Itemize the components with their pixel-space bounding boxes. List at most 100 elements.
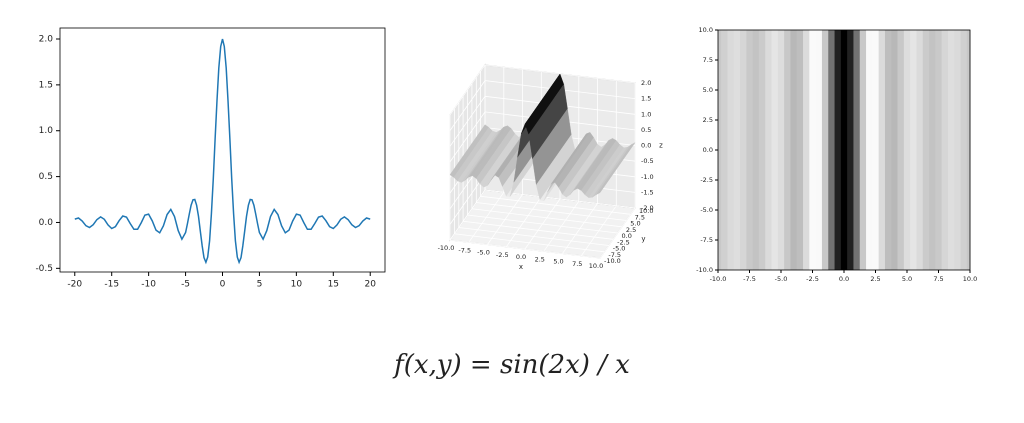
z-tick-label: 1.5 [641, 95, 651, 103]
y-tick-label: 10.0 [639, 207, 653, 215]
z-tick-label: 0.0 [641, 142, 651, 150]
grid-line [449, 111, 636, 163]
grid-line [449, 80, 636, 131]
y-tick-label: 0.0 [622, 232, 632, 240]
z-axis-label: z [659, 142, 663, 150]
x-tick-label: 10.0 [963, 275, 977, 283]
y-tick-label: -5.0 [700, 206, 713, 214]
heatmap-column [777, 30, 785, 270]
heatmap-column [784, 30, 791, 270]
heatmap-column [878, 30, 886, 270]
heatmap-column [752, 30, 760, 270]
y-tick-label: 7.5 [703, 56, 713, 64]
x-tick-label: -10 [141, 280, 156, 290]
z-tick-label: -2.0 [641, 204, 654, 212]
y-tick-label: -10.0 [696, 266, 713, 274]
heatmap-column [897, 30, 905, 270]
heatmap-column [966, 30, 971, 270]
heatmap-column [821, 30, 829, 270]
heatmap-column [790, 30, 798, 270]
grid-line [449, 189, 636, 241]
heatmap-column [929, 30, 936, 270]
y-tick-label: 7.5 [635, 213, 645, 221]
heatmap-column [721, 30, 728, 270]
heatmap-column [840, 30, 848, 270]
x-tick-label: -20 [67, 280, 82, 290]
z-tick-label: -1.0 [641, 173, 654, 181]
x-tick-label: 0 [220, 280, 226, 290]
z-tick-label: 0.5 [641, 126, 651, 134]
heatmap-column [922, 30, 930, 270]
heatmap-column [935, 30, 943, 270]
x-tick-label: 2.5 [535, 255, 545, 263]
x-axis-label: x [519, 263, 523, 271]
grid-line [449, 95, 636, 147]
x-tick-label: -5.0 [477, 249, 490, 257]
y-tick-label: -5.0 [613, 245, 626, 253]
y-tick-label: 1.5 [39, 80, 53, 90]
plot-frame [59, 27, 386, 273]
x-tick-label: -10.0 [438, 244, 455, 252]
heatmap-column [746, 30, 754, 270]
x-tick-label: -5.0 [775, 275, 788, 283]
heatmap-column [891, 30, 898, 270]
x-tick-label: 5.0 [902, 275, 912, 283]
heatmap-column [727, 30, 735, 270]
heatmap-column [718, 30, 722, 270]
heatmap-column [859, 30, 867, 270]
y-tick-label: -2.5 [617, 238, 630, 246]
heatmap-column [834, 30, 842, 270]
x-tick-label: -7.5 [458, 246, 471, 254]
x-tick-label: 5 [257, 280, 263, 290]
heatmap-column [872, 30, 880, 270]
heatmap-column [758, 30, 766, 270]
x-tick-label: -2.5 [806, 275, 819, 283]
x-tick-label: -7.5 [743, 275, 756, 283]
y-tick-label: 0.0 [39, 218, 54, 228]
x-tick-label: 20 [365, 280, 377, 290]
y-tick-label: -0.5 [35, 264, 53, 274]
x-tick-label: -10.0 [710, 275, 727, 283]
y-tick-label: 2.0 [39, 35, 54, 45]
y-tick-label: 5.0 [630, 220, 640, 228]
y-tick-label: 2.5 [703, 116, 713, 124]
z-tick-label: 2.0 [641, 79, 651, 87]
heatmap-column [765, 30, 772, 270]
x-tick-label: 5.0 [553, 258, 563, 266]
y-tick-label: 0.5 [39, 172, 53, 182]
heatmap-column [954, 30, 961, 270]
heatmap-column [853, 30, 861, 270]
y-tick-label: -7.5 [608, 251, 621, 259]
y-tick-label: -7.5 [700, 236, 713, 244]
heatmap-column [809, 30, 817, 270]
y-tick-label: -2.5 [700, 176, 713, 184]
x-tick-label: 0.0 [839, 275, 849, 283]
heatmap-column [910, 30, 917, 270]
heatmap-column [771, 30, 779, 270]
grid-line [449, 64, 636, 116]
line-series [74, 38, 371, 265]
heatmap-column [960, 30, 968, 270]
heatmap-column [828, 30, 835, 270]
x-tick-label: 10 [291, 280, 303, 290]
x-tick-label: 2.5 [870, 275, 880, 283]
heatmap-column [884, 30, 892, 270]
x-tick-label: 10.0 [589, 262, 603, 270]
y-tick-label: 2.5 [626, 226, 636, 234]
y-tick-label: -10.0 [604, 257, 621, 265]
heatmap-column [733, 30, 741, 270]
heatmap-column [947, 30, 955, 270]
y-tick-label: 10.0 [699, 26, 713, 34]
heatmap-column [796, 30, 804, 270]
x-tick-label: -5 [181, 280, 190, 290]
heatmap-column [866, 30, 873, 270]
y-tick-label: 1.0 [39, 126, 54, 136]
surface-strip [596, 142, 636, 195]
z-tick-label: -1.5 [641, 188, 654, 196]
y-tick-label: 0.0 [703, 146, 713, 154]
y-tick-label: 5.0 [703, 86, 713, 94]
heatmap-column [803, 30, 810, 270]
formula-caption: f(x,y) = sin(2x) / x [392, 350, 630, 380]
x-tick-label: 15 [328, 280, 339, 290]
